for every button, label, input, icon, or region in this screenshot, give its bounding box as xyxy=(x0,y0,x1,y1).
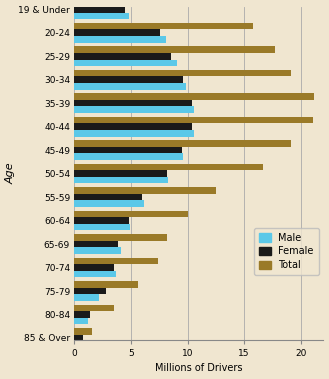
Bar xyxy=(74,328,92,335)
Bar xyxy=(74,234,167,241)
Bar xyxy=(74,264,114,271)
Bar xyxy=(74,0,182,6)
Bar xyxy=(74,147,182,153)
Bar xyxy=(74,217,129,224)
Legend: Male, Female, Total: Male, Female, Total xyxy=(254,228,318,275)
Bar xyxy=(74,23,253,30)
Bar xyxy=(74,77,183,83)
Bar xyxy=(74,53,170,60)
Bar xyxy=(74,117,313,124)
Bar xyxy=(74,70,291,77)
Bar xyxy=(74,6,125,13)
Bar xyxy=(74,60,177,66)
Bar xyxy=(74,305,114,311)
Bar xyxy=(74,281,138,288)
Bar xyxy=(74,140,291,147)
Bar xyxy=(74,241,118,247)
Bar xyxy=(74,194,142,200)
Bar xyxy=(74,187,216,194)
Bar xyxy=(74,200,144,207)
Bar xyxy=(74,177,168,183)
Bar xyxy=(74,318,88,324)
Bar xyxy=(74,130,194,136)
Bar xyxy=(74,30,160,36)
Bar xyxy=(74,288,106,294)
Bar xyxy=(74,224,130,230)
Bar xyxy=(74,100,192,106)
Bar xyxy=(74,106,194,113)
Bar xyxy=(74,294,99,301)
Bar xyxy=(74,170,167,177)
Bar xyxy=(74,153,183,160)
Bar xyxy=(74,13,129,19)
Y-axis label: Age: Age xyxy=(6,163,15,185)
Bar xyxy=(74,83,187,89)
Bar xyxy=(74,271,116,277)
X-axis label: Millions of Drivers: Millions of Drivers xyxy=(155,363,242,373)
Bar xyxy=(74,36,166,42)
Bar xyxy=(74,311,90,318)
Bar xyxy=(74,46,275,53)
Bar xyxy=(74,341,82,348)
Bar xyxy=(74,335,83,341)
Bar xyxy=(74,93,315,100)
Bar xyxy=(74,247,121,254)
Bar xyxy=(74,124,192,130)
Bar xyxy=(74,211,188,217)
Bar xyxy=(74,164,264,170)
Bar xyxy=(74,258,158,264)
